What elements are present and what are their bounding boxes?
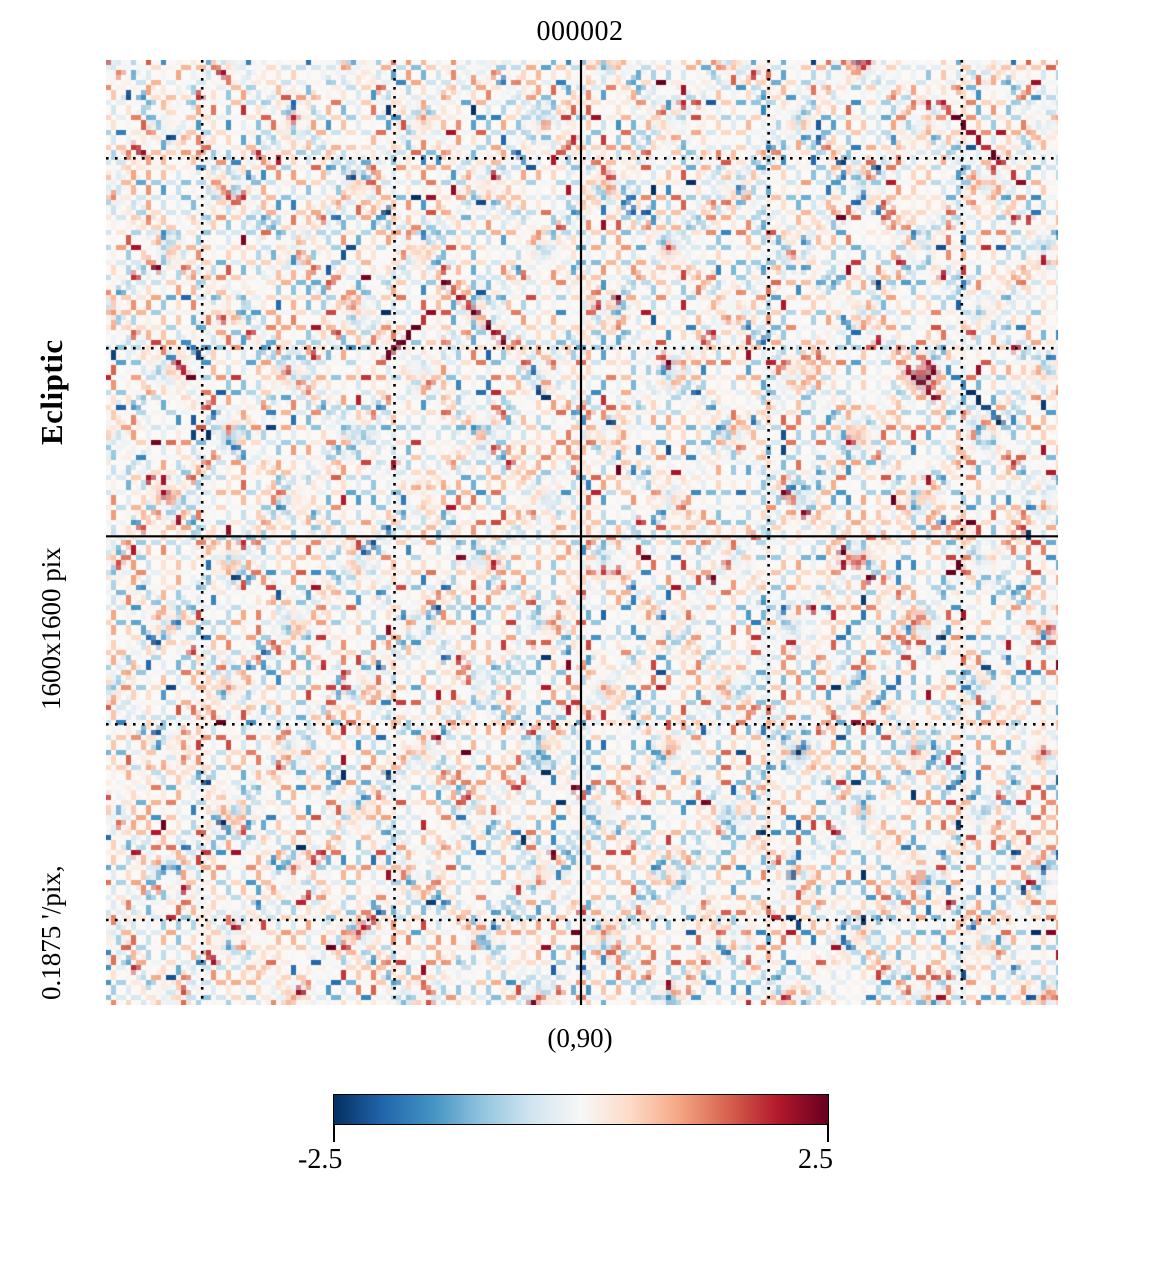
- colorbar-max-label: 2.5: [798, 1144, 833, 1175]
- sky-map-heatmap: [106, 60, 1058, 1005]
- colorbar-gradient: [333, 1094, 829, 1125]
- colorbar: -2.5 2.5: [298, 1094, 833, 1184]
- map-resolution-label: 0.1875 '/pix,: [36, 865, 66, 1000]
- map-center-coordinates-label: (0,90): [547, 1023, 613, 1053]
- map-size-label: 1600x1600 pix: [36, 547, 66, 710]
- coordinate-system-label: Ecliptic: [34, 339, 69, 445]
- page-title: 000002: [536, 16, 624, 47]
- colorbar-tick-min: [333, 1125, 335, 1142]
- colorbar-min-label: -2.5: [298, 1144, 343, 1175]
- sky-map-panel: [106, 60, 1058, 1005]
- colorbar-tick-max: [827, 1125, 829, 1142]
